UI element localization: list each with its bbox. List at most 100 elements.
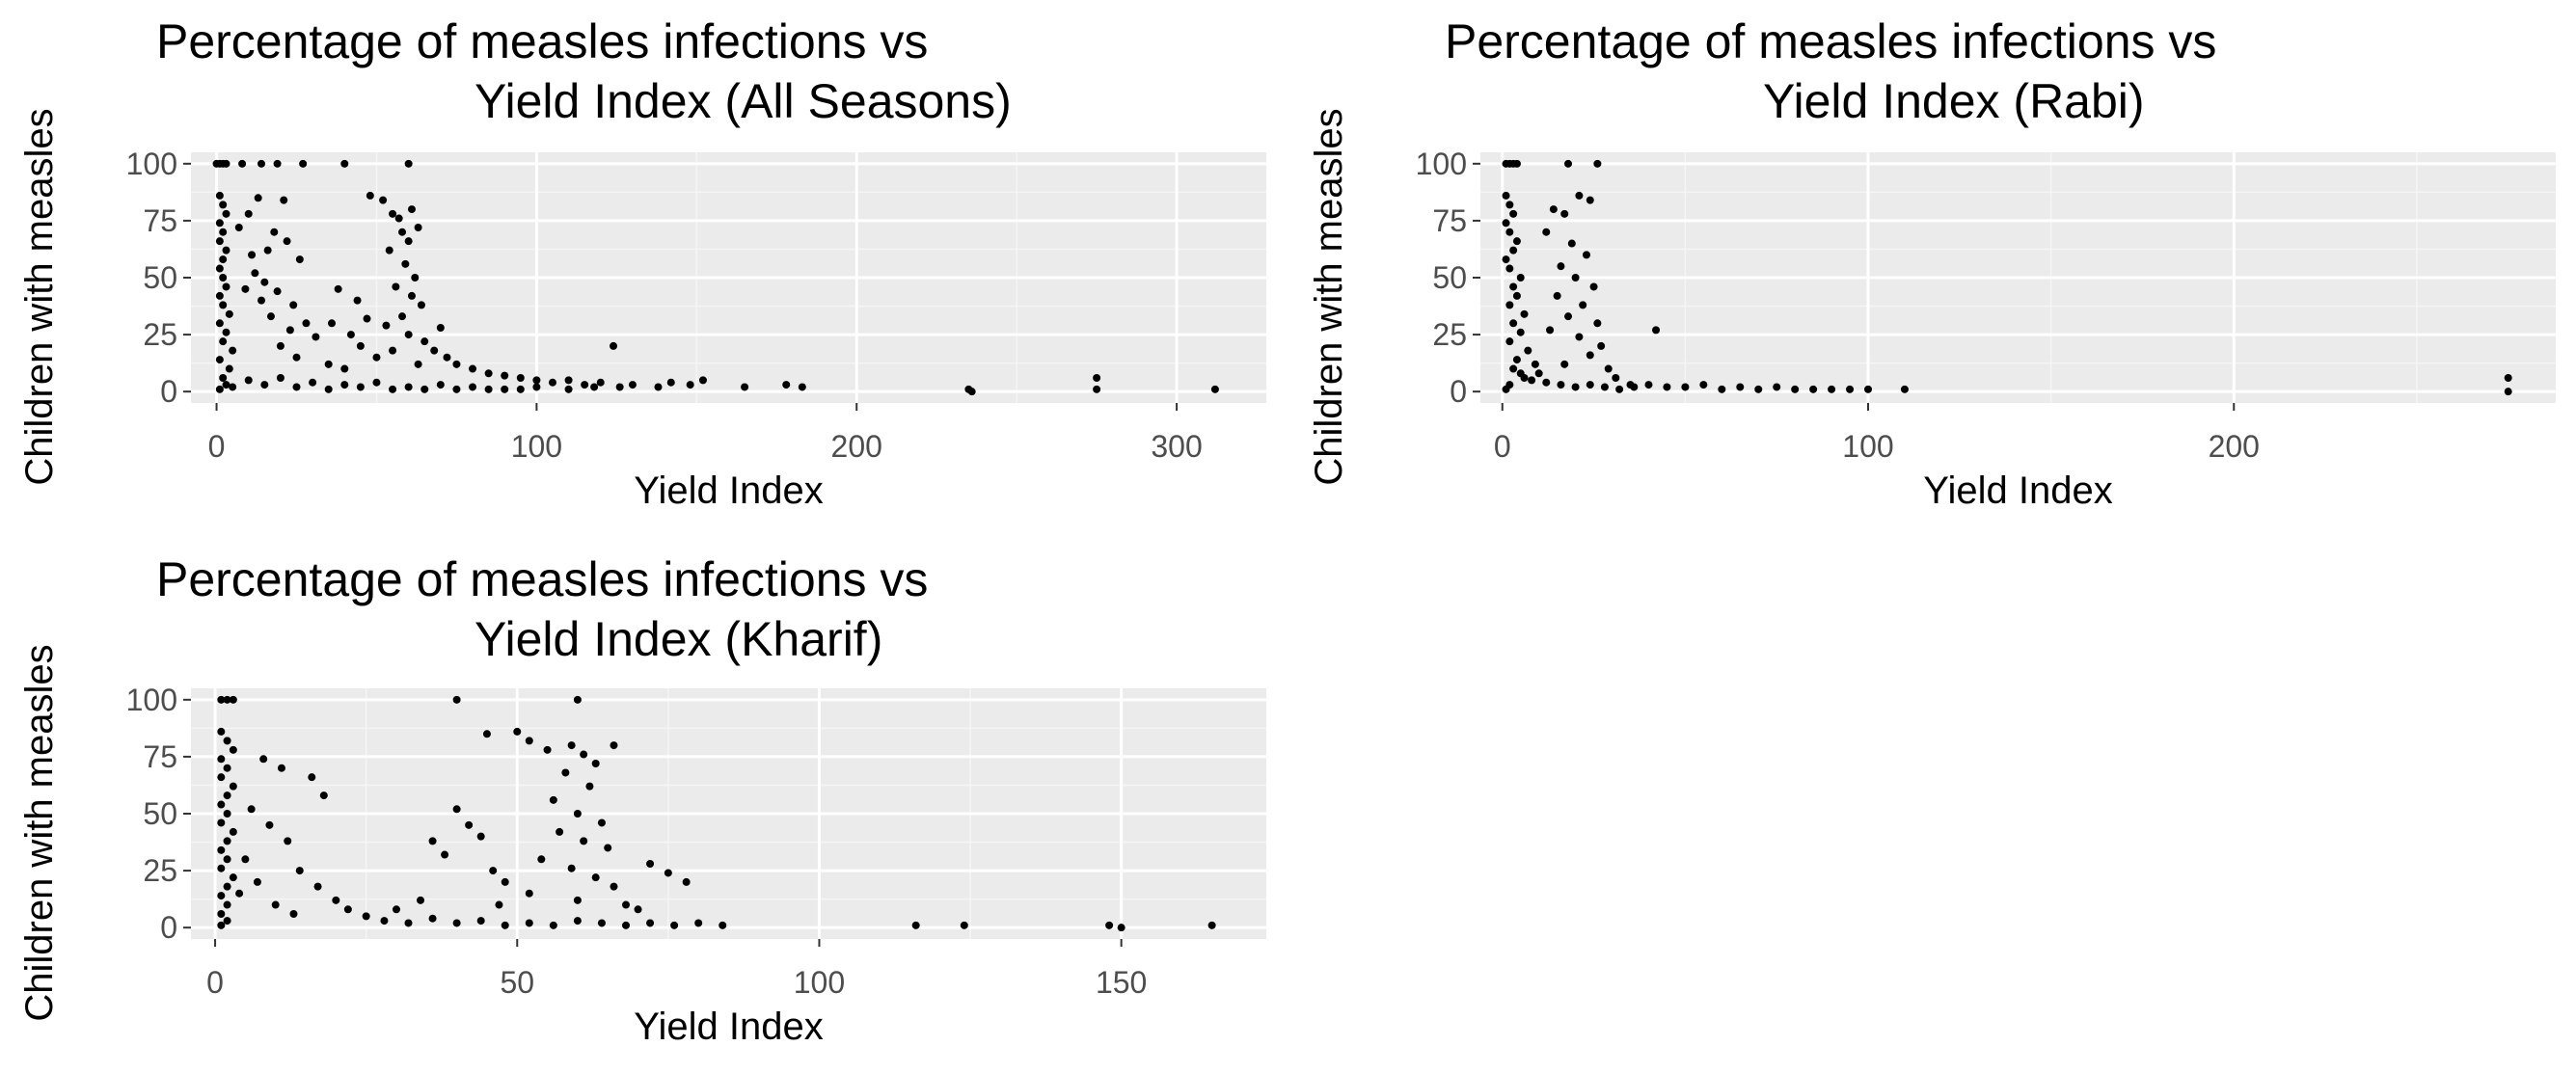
data-point	[284, 837, 292, 845]
data-point	[798, 383, 806, 391]
data-point	[1542, 228, 1551, 236]
panel-title-line-2: Yield Index (Kharif)	[475, 612, 882, 666]
data-point	[241, 855, 250, 864]
data-point	[215, 219, 224, 228]
data-point	[537, 855, 546, 864]
data-point	[382, 321, 391, 330]
data-point	[581, 381, 589, 389]
data-point	[698, 376, 707, 385]
data-point	[573, 896, 582, 904]
data-point	[292, 383, 301, 391]
data-point	[911, 921, 920, 929]
x-tick-label: 100	[794, 965, 845, 1000]
data-point	[567, 741, 576, 750]
data-point	[219, 255, 228, 264]
data-point	[219, 337, 228, 346]
data-point	[235, 889, 244, 898]
data-point	[398, 228, 407, 236]
data-point	[1593, 159, 1602, 168]
data-point	[604, 844, 612, 852]
data-point	[309, 378, 317, 387]
data-point	[215, 191, 224, 200]
data-point	[346, 331, 355, 339]
data-point	[484, 385, 493, 393]
data-point	[1586, 381, 1594, 389]
data-point	[222, 328, 230, 336]
data-point	[1589, 282, 1598, 291]
data-point	[580, 750, 588, 759]
data-point	[417, 896, 425, 904]
data-point	[1604, 364, 1613, 373]
data-point	[501, 385, 509, 393]
data-point	[1509, 364, 1518, 373]
x-axis-title: Yield Index	[634, 469, 823, 512]
data-point	[1663, 383, 1671, 391]
data-point	[229, 745, 237, 754]
data-point	[223, 810, 231, 818]
data-point	[219, 201, 228, 209]
data-point	[590, 383, 599, 391]
data-point	[1567, 239, 1576, 248]
data-point	[1564, 312, 1573, 321]
data-point	[332, 896, 340, 904]
data-point	[484, 369, 493, 378]
data-point	[222, 246, 230, 255]
data-point	[217, 864, 226, 872]
y-tick-label: 25	[143, 317, 177, 352]
data-point	[417, 301, 425, 309]
data-point	[219, 228, 228, 236]
x-tick-label: 200	[831, 429, 882, 464]
data-point	[1509, 282, 1518, 291]
data-point	[1549, 205, 1558, 214]
data-point	[229, 695, 237, 704]
data-point	[251, 269, 259, 278]
data-point	[469, 364, 477, 373]
data-point	[597, 919, 606, 927]
panel-title-line-1: Percentage of measles infections vs	[1445, 14, 2216, 68]
panel-title-line-2: Yield Index (Rabi)	[1763, 74, 2145, 128]
data-point	[1586, 196, 1594, 204]
data-point	[340, 381, 349, 389]
data-point	[319, 791, 328, 800]
data-point	[260, 278, 269, 286]
data-point	[1105, 921, 1114, 929]
data-point	[1593, 319, 1602, 328]
data-point	[549, 921, 557, 929]
data-point	[1117, 924, 1125, 932]
y-tick-label: 100	[1416, 147, 1467, 181]
y-axis-title: Children with measles	[18, 108, 61, 485]
data-point	[247, 805, 256, 814]
data-point	[334, 284, 342, 293]
data-point	[225, 364, 233, 373]
data-point	[1864, 385, 1873, 393]
data-point	[414, 224, 422, 231]
data-point	[1516, 369, 1525, 378]
data-point	[1630, 383, 1639, 391]
data-point	[1652, 326, 1661, 335]
data-point	[549, 795, 557, 804]
data-point	[516, 374, 525, 382]
data-point	[1505, 337, 1514, 346]
data-point	[283, 237, 291, 246]
data-point	[340, 364, 349, 373]
data-point	[289, 301, 298, 309]
data-point	[1773, 383, 1781, 391]
x-tick-label: 100	[1842, 429, 1893, 464]
data-point	[229, 827, 237, 836]
data-point	[404, 383, 413, 391]
data-point	[960, 921, 968, 929]
data-point	[223, 837, 231, 845]
data-point	[686, 381, 694, 389]
data-point	[532, 383, 541, 391]
data-point	[385, 246, 393, 255]
plot-panel-3: 0 50 100 150 0 25 50 75 100 Percentage of measles…	[18, 552, 1266, 1048]
data-point	[1093, 374, 1101, 382]
data-point	[1681, 383, 1690, 391]
data-point	[215, 385, 224, 393]
data-point	[1542, 378, 1551, 387]
data-point	[469, 383, 477, 391]
data-point	[1582, 251, 1590, 259]
data-point	[263, 246, 272, 255]
data-point	[1502, 191, 1510, 200]
data-point	[525, 919, 533, 927]
